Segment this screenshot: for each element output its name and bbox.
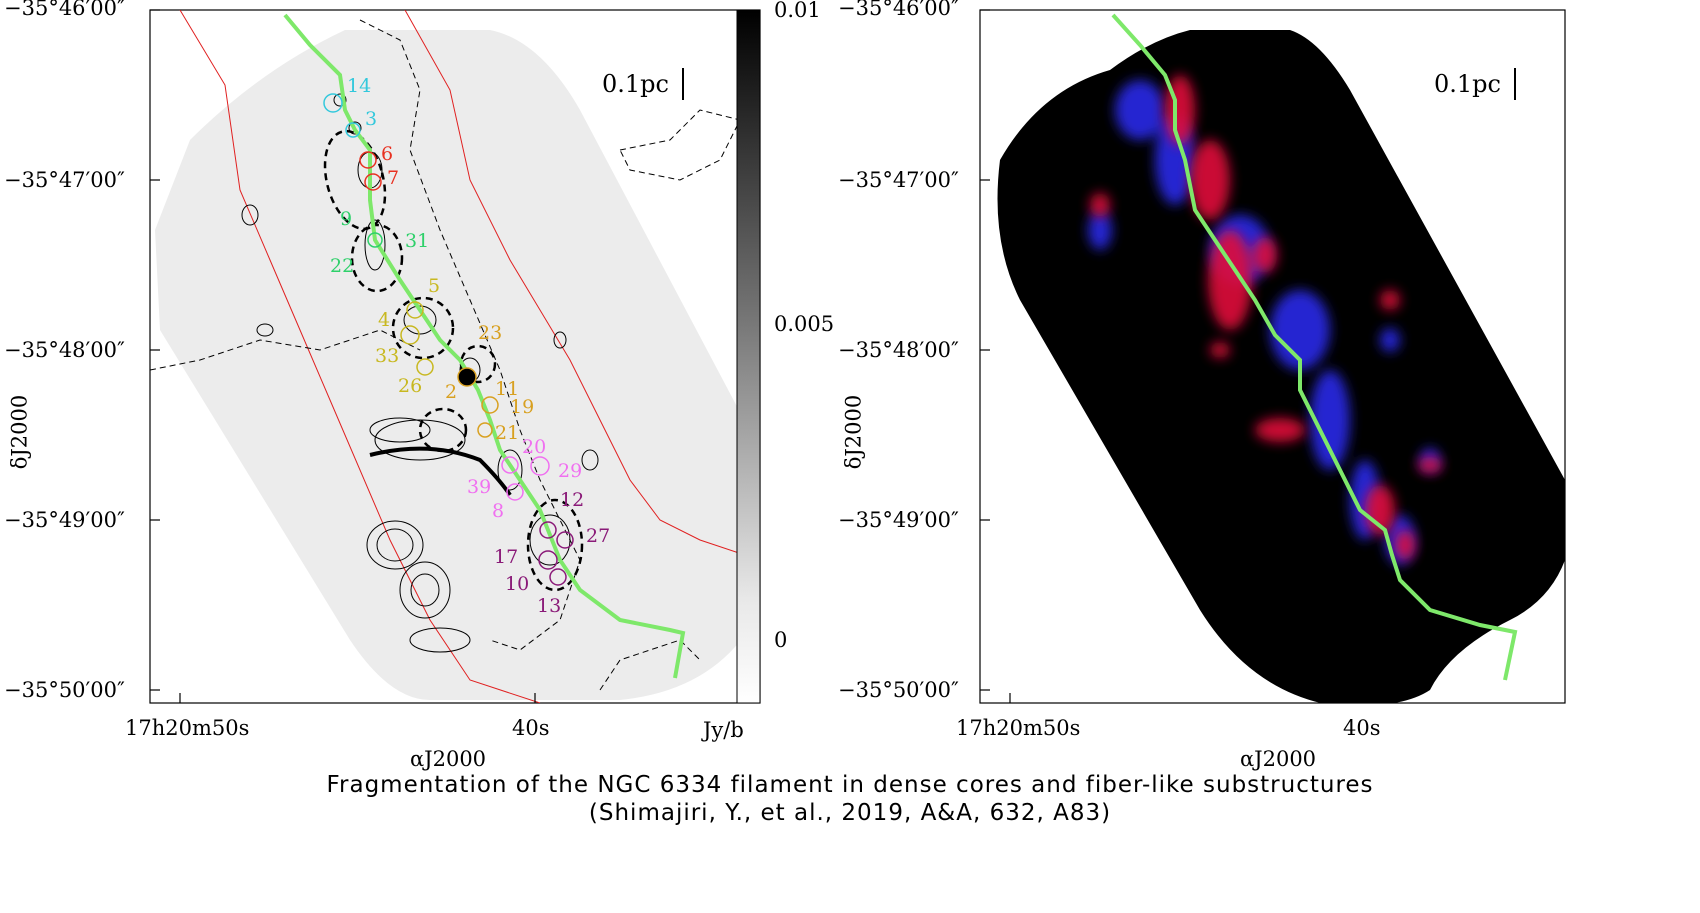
right-ytick: −35°49′00″ xyxy=(838,508,959,532)
left-ytick: −35°47′00″ xyxy=(4,168,125,192)
core-label: 5 xyxy=(428,275,441,297)
dashed-contour xyxy=(599,639,701,691)
figure-caption-citation: (Shimajiri, Y., et al., 2019, A&A, 632, … xyxy=(588,800,1112,826)
core-label: 23 xyxy=(478,322,503,344)
core-label: 26 xyxy=(398,375,423,397)
left-ytick: −35°48′00″ xyxy=(4,338,125,362)
colorbar-unit: Jy/b xyxy=(703,718,744,742)
left-ytick: −35°49′00″ xyxy=(4,508,125,532)
core-label: 33 xyxy=(375,345,400,367)
dashed-contour xyxy=(150,329,421,371)
left-ytick: −35°46′00″ xyxy=(4,0,125,20)
left-xtick: 17h20m50s xyxy=(125,716,250,740)
core-label: 4 xyxy=(378,309,391,331)
core-label: 2 xyxy=(445,381,458,403)
right-ytick: −35°48′00″ xyxy=(838,338,959,362)
right-scale-label: 0.1pc xyxy=(1434,70,1501,98)
colorbar xyxy=(736,9,761,704)
observed-field xyxy=(155,30,760,700)
right-ylabel: δJ2000 xyxy=(841,394,866,470)
core-label: 17 xyxy=(494,546,519,568)
core-label: 22 xyxy=(330,255,355,277)
red-boundary-left xyxy=(179,10,541,703)
core-label: 3 xyxy=(365,108,378,130)
right-ytick: −35°47′00″ xyxy=(838,168,959,192)
black-arc xyxy=(369,446,512,497)
left-ytick: −35°50′00″ xyxy=(4,678,125,702)
core-label: 20 xyxy=(522,436,547,458)
figure-caption-title: Fragmentation of the NGC 6334 filament i… xyxy=(326,772,1374,798)
core-label: 7 xyxy=(387,167,400,189)
black-field xyxy=(997,30,1565,703)
core-markers xyxy=(323,93,574,586)
right-xlabel: αJ2000 xyxy=(1240,747,1317,771)
core-label: 12 xyxy=(560,489,585,511)
core-label: 29 xyxy=(558,460,583,482)
core-label: 14 xyxy=(347,75,372,97)
colorbar-tick: 0 xyxy=(774,628,788,652)
right-ytick: −35°46′00″ xyxy=(838,0,959,20)
core-label: 8 xyxy=(492,500,505,522)
colorbar-tick: 0.005 xyxy=(774,312,835,336)
core-label: 11 xyxy=(495,378,520,400)
right-xtick: 17h20m50s xyxy=(956,716,1081,740)
core-label: 27 xyxy=(586,525,611,547)
core-label: 10 xyxy=(505,573,530,595)
left-xlabel: αJ2000 xyxy=(410,747,487,771)
core-label: 13 xyxy=(537,595,562,617)
core-label: 31 xyxy=(405,230,430,252)
core-label: 21 xyxy=(495,422,520,444)
core-label: 19 xyxy=(510,396,535,418)
right-xtick: 40s xyxy=(1343,716,1381,740)
colorbar-tick: 0.01 xyxy=(774,0,821,22)
right-ytick: −35°50′00″ xyxy=(838,678,959,702)
core-label: 6 xyxy=(381,143,394,165)
left-xtick: 40s xyxy=(512,716,550,740)
left-scale-label: 0.1pc xyxy=(602,70,669,98)
red-boundary-right xyxy=(404,10,760,561)
core-label: 9 xyxy=(340,208,353,230)
core-label: 39 xyxy=(467,476,492,498)
filament-spine xyxy=(1111,13,1518,681)
